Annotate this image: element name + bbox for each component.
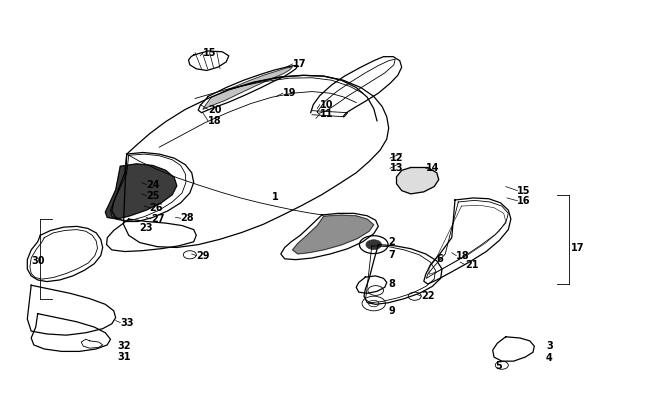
Polygon shape (203, 68, 292, 110)
Text: 31: 31 (117, 352, 131, 361)
Text: 3: 3 (546, 340, 552, 350)
Text: 18: 18 (208, 116, 222, 126)
Text: 19: 19 (283, 88, 296, 98)
Text: 2: 2 (389, 236, 395, 246)
Text: 23: 23 (140, 223, 153, 232)
Text: 26: 26 (150, 202, 163, 212)
Text: 4: 4 (546, 352, 552, 362)
Text: 15: 15 (203, 48, 216, 58)
Text: 28: 28 (181, 213, 194, 223)
Text: 1: 1 (272, 192, 278, 201)
Text: 12: 12 (390, 153, 404, 163)
Polygon shape (292, 215, 374, 254)
Text: 22: 22 (421, 291, 435, 301)
Polygon shape (105, 164, 177, 220)
Text: 17: 17 (292, 59, 306, 69)
Text: 6: 6 (437, 254, 443, 263)
Text: 18: 18 (456, 250, 470, 260)
Text: 9: 9 (389, 305, 395, 315)
Text: 7: 7 (389, 249, 395, 259)
Text: 11: 11 (320, 109, 333, 119)
Text: 15: 15 (517, 185, 531, 195)
Text: 8: 8 (389, 279, 396, 288)
Text: 30: 30 (31, 255, 45, 265)
Text: 24: 24 (146, 179, 160, 189)
Circle shape (366, 240, 382, 250)
Text: 25: 25 (146, 190, 160, 200)
Text: 16: 16 (517, 196, 531, 205)
Text: 17: 17 (571, 242, 584, 252)
Text: 14: 14 (426, 163, 439, 173)
Text: 27: 27 (151, 214, 164, 224)
Text: 29: 29 (196, 250, 210, 260)
Polygon shape (396, 168, 439, 194)
Text: 32: 32 (117, 340, 131, 350)
Text: 13: 13 (390, 163, 404, 173)
Text: 5: 5 (495, 360, 502, 370)
Text: 10: 10 (320, 100, 333, 109)
Text: 33: 33 (120, 317, 134, 327)
Text: 20: 20 (208, 104, 222, 114)
Text: 21: 21 (465, 259, 478, 269)
